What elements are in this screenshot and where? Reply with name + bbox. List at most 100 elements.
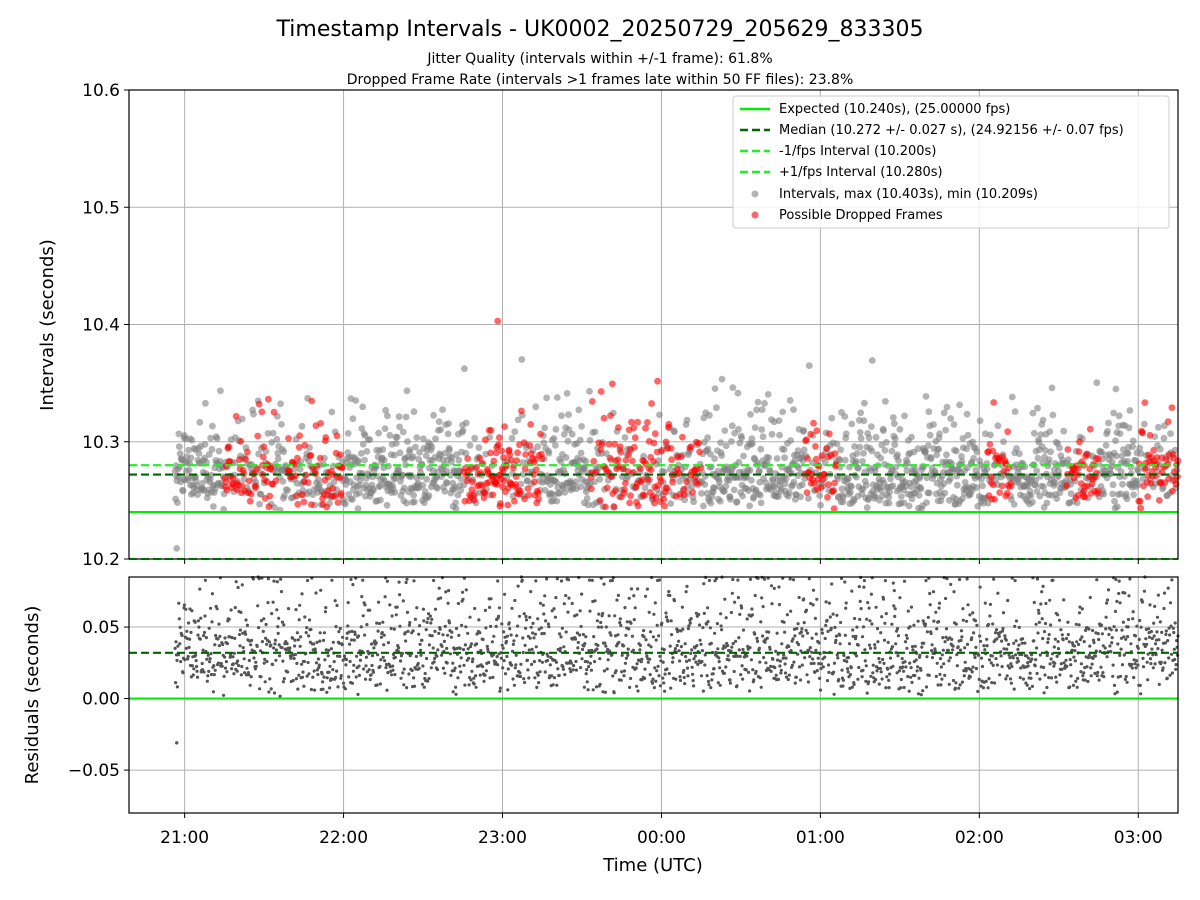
interval-point	[437, 426, 444, 434]
residual-point	[860, 635, 865, 639]
residual-point	[968, 613, 972, 617]
residual-point	[631, 648, 636, 652]
dropped-frame-point	[522, 451, 529, 458]
residual-point	[321, 638, 326, 643]
residual-point	[1068, 658, 1072, 662]
dropped-frame-point	[590, 457, 598, 465]
interval-point	[905, 502, 913, 510]
interval-point	[848, 420, 856, 428]
residual-point	[1087, 653, 1091, 657]
residual-point	[629, 587, 634, 591]
residual-point	[238, 628, 242, 632]
interval-point	[358, 425, 366, 432]
residual-point	[370, 642, 374, 646]
residual-point	[568, 667, 572, 671]
residual-point	[649, 645, 653, 649]
residual-point	[831, 612, 835, 616]
residual-point	[920, 645, 924, 649]
residual-point	[921, 689, 925, 693]
y-tick-label: 10.6	[82, 81, 120, 101]
interval-point	[445, 420, 452, 427]
residual-point	[388, 665, 392, 669]
residual-point	[784, 656, 788, 660]
residual-point	[237, 633, 242, 637]
residual-point	[447, 621, 452, 625]
residual-point	[664, 615, 669, 619]
residual-point	[1073, 649, 1077, 653]
residual-point	[514, 663, 518, 667]
residual-point	[300, 592, 304, 596]
residual-point	[1040, 590, 1044, 594]
residual-point	[988, 602, 993, 607]
residual-point	[763, 640, 767, 644]
residual-point	[875, 669, 879, 673]
residual-point	[960, 680, 965, 684]
residual-point	[394, 613, 398, 617]
interval-point	[924, 442, 932, 449]
residual-point	[426, 679, 430, 683]
residual-point	[419, 648, 423, 653]
dropped-frame-point	[695, 439, 703, 447]
residual-point	[820, 631, 825, 635]
dropped-frame-point	[514, 449, 521, 457]
interval-point	[891, 441, 899, 449]
residual-point	[1166, 586, 1170, 590]
residual-point	[574, 668, 579, 672]
interval-point	[757, 445, 765, 453]
residual-point	[377, 600, 381, 604]
residual-point	[485, 644, 489, 649]
residual-point	[187, 645, 191, 650]
residual-point	[624, 656, 629, 660]
residual-point	[786, 677, 790, 682]
residual-point	[1073, 659, 1077, 663]
residual-point	[312, 669, 316, 673]
residual-point	[861, 668, 865, 672]
residual-point	[954, 681, 958, 685]
residual-point	[777, 603, 782, 607]
residual-point	[1165, 676, 1169, 680]
interval-point	[729, 384, 737, 391]
residual-point	[985, 637, 989, 641]
x-tick-label: 23:00	[478, 828, 527, 848]
residual-point	[947, 682, 951, 686]
residual-point	[397, 580, 401, 584]
residual-point	[458, 664, 462, 668]
residual-point	[351, 583, 355, 587]
residual-point	[720, 628, 724, 632]
residual-point	[420, 682, 424, 686]
residual-point	[691, 672, 695, 676]
residual-point	[945, 577, 949, 581]
residual-point	[773, 666, 777, 670]
interval-point	[342, 500, 349, 508]
residual-point	[901, 665, 905, 669]
residual-point	[216, 637, 220, 641]
interval-point	[1032, 476, 1040, 484]
intervals-points	[171, 317, 1182, 552]
residual-point	[197, 625, 201, 629]
residual-point	[330, 578, 334, 582]
residual-point	[588, 661, 593, 665]
dropped-frame-point	[1164, 418, 1172, 425]
interval-point	[922, 447, 929, 455]
residual-point	[570, 601, 574, 606]
residual-point	[930, 656, 935, 660]
residual-point	[736, 596, 741, 600]
residual-point	[683, 682, 687, 686]
interval-point	[887, 475, 894, 483]
residual-point	[513, 598, 517, 603]
residual-point	[1036, 608, 1041, 612]
interval-point	[1129, 437, 1137, 445]
interval-point	[586, 437, 594, 444]
residual-point	[346, 624, 350, 628]
residual-point	[826, 629, 830, 634]
chart-subtitle-jitter: Jitter Quality (intervals within +/-1 fr…	[426, 51, 772, 67]
residual-point	[1091, 638, 1096, 642]
residual-point	[668, 644, 672, 648]
residual-point	[939, 683, 943, 687]
residual-point	[272, 579, 276, 583]
residual-point	[335, 603, 339, 608]
interval-point	[391, 489, 399, 496]
interval-point	[1123, 495, 1131, 503]
residual-point	[358, 658, 362, 662]
residual-point	[662, 648, 666, 652]
